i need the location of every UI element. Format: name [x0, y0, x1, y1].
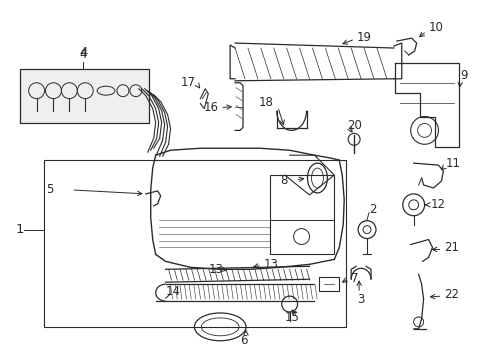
- Text: 17: 17: [180, 76, 195, 89]
- Text: 19: 19: [356, 31, 371, 44]
- Text: 21: 21: [444, 241, 459, 254]
- Text: 13: 13: [208, 263, 223, 276]
- Text: 4: 4: [79, 46, 87, 59]
- Text: 10: 10: [427, 21, 443, 34]
- Text: 8: 8: [280, 174, 287, 186]
- Text: 22: 22: [444, 288, 459, 301]
- Text: 18: 18: [258, 96, 273, 109]
- Bar: [269, 175, 334, 255]
- Bar: [20, 69, 148, 123]
- Text: 4: 4: [80, 48, 87, 61]
- Text: 6: 6: [240, 334, 247, 347]
- Bar: [319, 277, 339, 291]
- Text: 9: 9: [459, 69, 467, 82]
- Text: 20: 20: [346, 119, 361, 132]
- Text: 16: 16: [203, 101, 218, 114]
- Text: 7: 7: [350, 272, 358, 285]
- Text: 15: 15: [284, 311, 299, 324]
- Text: 12: 12: [429, 198, 445, 211]
- Text: 13: 13: [264, 258, 278, 271]
- Text: 14: 14: [165, 285, 180, 298]
- Text: 3: 3: [356, 293, 364, 306]
- Text: 2: 2: [368, 203, 376, 216]
- Text: 11: 11: [445, 157, 460, 170]
- Bar: [43, 160, 346, 327]
- Text: 1: 1: [16, 223, 24, 236]
- Text: 5: 5: [46, 184, 53, 197]
